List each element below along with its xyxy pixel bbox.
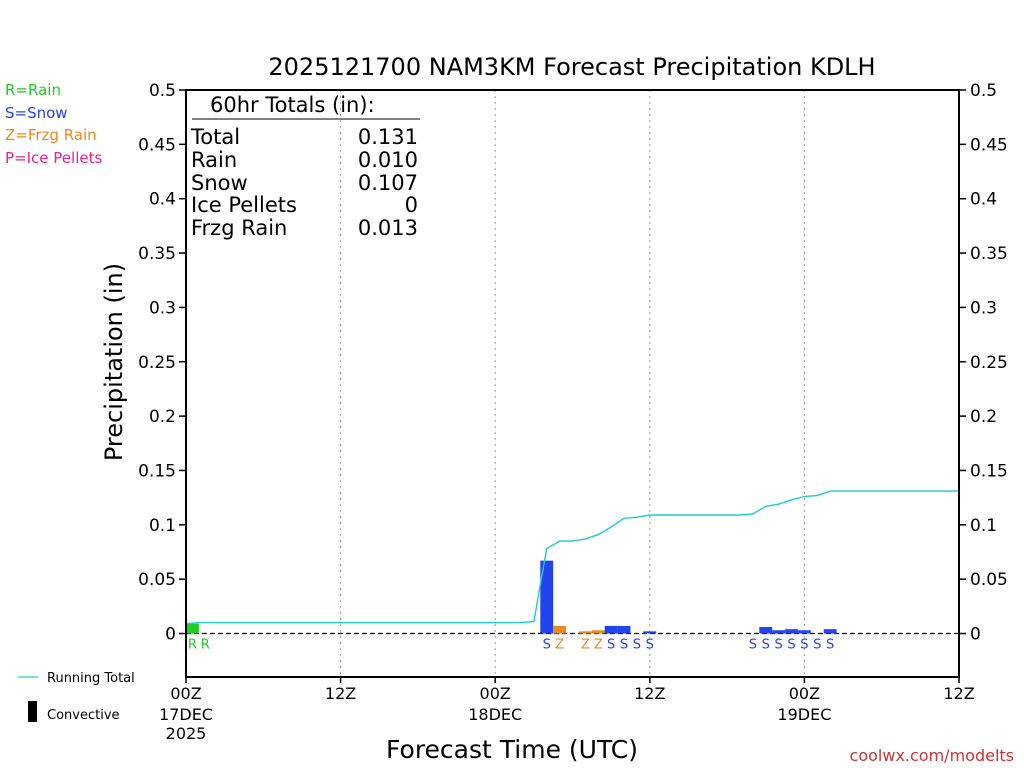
totals-row-snow-value: 0.107 [358,171,418,195]
precip-type-mark: S [749,638,757,653]
y-tick-label-left: 0.5 [149,81,176,101]
precip-bar [540,560,554,634]
y-tick-label-left: 0.25 [138,353,176,373]
y-tick-label-right: 0.1 [970,516,997,536]
x-tick-label: 12Z [325,684,356,703]
legend-ice-pellets: P=Ice Pellets [5,149,102,167]
legend-snow: S=Snow [5,104,68,122]
y-tick-label-right: 0.3 [970,298,997,318]
axes: 0 0 0.05 0.05 0.1 0.1 0.15 0.15 0.2 0.2 0.25 0.25 0.… [138,81,1008,743]
running-total-series [185,490,959,625]
totals-row-total-label: Total [190,125,240,149]
y-tick-label-left: 0.05 [138,570,176,590]
precip-bar [823,629,837,634]
precip-type-mark: S [543,638,551,653]
y-tick-label-left: 0.45 [138,135,176,155]
convective-legend-label: Convective [47,708,120,723]
y-tick-label-left: 0.35 [138,244,176,264]
precip-type-mark: S [633,638,641,653]
precip-type-mark: S [607,638,615,653]
y-tick-label-right: 0.5 [970,81,997,101]
x-tick-label: 12Z [634,684,665,703]
precip-bar [759,626,773,634]
precip-bar [797,630,811,634]
convective-legend-swatch [28,701,37,722]
y-tick-label-right: 0.4 [970,190,997,210]
totals-row-ice-pellets-label: Ice Pellets [191,193,297,217]
x-tick-label: 12Z [943,684,974,703]
precip-bar [785,629,798,634]
y-tick-label-right: 0.05 [970,570,1008,590]
y-tick-label-left: 0.15 [138,461,176,481]
precip-type-mark: S [620,638,628,653]
y-axis-label: Precipitation (in) [100,263,128,461]
precip-type-mark: Z [594,638,603,653]
precip-type-mark: Z [581,638,590,653]
precip-type-mark: S [775,638,783,653]
precip-type-mark: R [201,638,210,653]
totals-row-freezing-rain-value: 0.013 [358,216,418,240]
x-tick-date: 19DEC [777,705,831,724]
precip-type-mark: R [188,638,197,653]
precip-type-mark: S [646,638,654,653]
totals-row-freezing-rain-label: Frzg Rain [191,216,287,240]
x-tick-label: 00Z [480,684,511,703]
precip-bar [643,631,657,634]
precip-bar [604,625,618,634]
x-tick-date: 18DEC [468,705,522,724]
precip-bar [578,631,592,634]
totals-row-rain-label: Rain [191,148,237,172]
grid-lines [186,90,959,677]
y-tick-label-left: 0 [165,625,176,645]
precip-type-mark: S [826,638,834,653]
x-tick-year: 2025 [166,724,207,743]
totals-row-snow-label: Snow [191,171,248,195]
y-tick-label-left: 0.4 [149,190,176,210]
plot-frame [185,89,960,678]
y-tick-label-right: 0.2 [970,407,997,427]
credit-text: coolwx.com/modelts [850,746,1014,765]
precip-bar [591,630,605,634]
x-tick-label: 00Z [170,684,201,703]
precip-type-mark: S [813,638,821,653]
y-tick-label-right: 0.15 [970,461,1008,481]
x-tick-date: 17DEC [159,705,213,724]
totals-row-ice-pellets-value: 0 [405,193,418,217]
totals-box: 60hr Totals (in): Total 0.131 Rain 0.010… [190,93,420,240]
totals-heading: 60hr Totals (in): [210,93,375,117]
precip-type-mark: Z [555,638,564,653]
precip-bar [772,630,786,634]
precip-bar [186,623,199,634]
totals-row-rain-value: 0.010 [358,148,418,172]
precip-type-mark: S [762,638,770,653]
legend-freezing-rain: Z=Frzg Rain [5,126,97,144]
y-tick-label-right: 0 [970,625,981,645]
y-tick-label-right: 0.45 [970,135,1008,155]
precip-bars [186,560,837,634]
precip-type-mark: S [800,638,808,653]
running-total-line [185,490,959,625]
precip-type-mark: S [787,638,795,653]
y-tick-label-left: 0.2 [149,407,176,427]
precip-bar [553,625,567,634]
y-tick-label-right: 0.25 [970,353,1008,373]
precip-bar [617,625,631,634]
x-axis-label: Forecast Time (UTC) [386,735,638,764]
totals-row-total-value: 0.131 [358,125,418,149]
legend-rain: R=Rain [5,81,61,99]
y-tick-label-left: 0.1 [149,516,176,536]
chart-title: 2025121700 NAM3KM Forecast Precipitation… [268,53,875,81]
y-tick-label-right: 0.35 [970,244,1008,264]
x-tick-label: 00Z [789,684,820,703]
y-tick-label-left: 0.3 [149,298,176,318]
running-total-legend-label: Running Total [47,671,135,686]
